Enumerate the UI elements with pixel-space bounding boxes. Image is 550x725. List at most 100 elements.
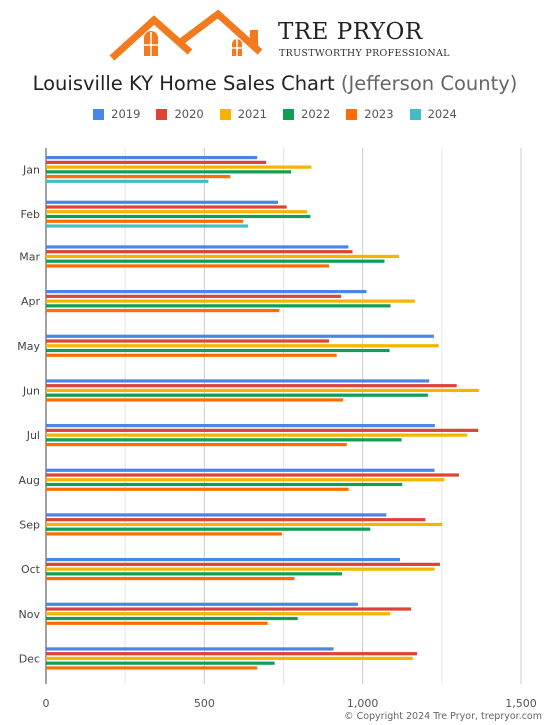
- legend-label: 2022: [301, 107, 331, 121]
- bar-Jan-2021: [46, 165, 312, 169]
- bar-Apr-2022: [46, 304, 391, 308]
- bar-Jun-2019: [46, 379, 430, 383]
- bar-Feb-2021: [46, 210, 308, 214]
- bar-May-2020: [46, 339, 330, 343]
- bar-Aug-2019: [46, 468, 435, 472]
- bar-Dec-2023: [46, 666, 258, 670]
- x-tick-label: 1,000: [347, 697, 379, 710]
- x-tick-label: 0: [43, 697, 50, 710]
- bar-Aug-2023: [46, 487, 349, 491]
- bar-Dec-2022: [46, 661, 275, 665]
- bar-Jun-2022: [46, 393, 428, 397]
- category-label: Apr: [21, 295, 41, 308]
- bar-Nov-2022: [46, 616, 298, 621]
- bar-Oct-2020: [46, 562, 440, 566]
- bar-Nov-2021: [46, 612, 391, 616]
- bar-Feb-2023: [46, 219, 244, 223]
- category-label: Sep: [19, 518, 40, 531]
- bar-May-2019: [46, 334, 434, 338]
- bar-chart: 0 500 1,000 1,500 Jan Feb Mar Apr May Jun Jul Aug Se…: [17, 148, 537, 710]
- legend-label: 2023: [364, 107, 394, 121]
- legend-swatch: [156, 108, 168, 120]
- bar-Jan-2023: [46, 175, 231, 179]
- chart-legend: 2019 2020 2021 2022 2023 2024: [0, 107, 550, 121]
- bar-Apr-2019: [46, 290, 367, 294]
- legend-item-2021: 2021: [219, 107, 267, 121]
- legend-item-2019: 2019: [93, 107, 140, 121]
- bar-Aug-2021: [46, 478, 445, 482]
- legend-label: 2024: [427, 107, 457, 121]
- bar-Feb-2019: [46, 200, 279, 204]
- legend-swatch: [283, 108, 294, 120]
- chart-title-main: Louisville KY Home Sales Chart: [32, 72, 335, 95]
- bar-Feb-2024: [46, 224, 249, 228]
- bar-Mar-2019: [46, 245, 349, 249]
- bar-Oct-2023: [46, 577, 295, 581]
- bar-Sep-2019: [46, 513, 387, 517]
- category-label: Dec: [19, 652, 40, 665]
- category-label: Jun: [22, 384, 40, 397]
- bar-Apr-2023: [46, 309, 280, 313]
- brand-name: TRE PRYOR: [278, 19, 423, 45]
- bar-Jan-2019: [46, 156, 258, 160]
- category-label: Aug: [19, 474, 40, 487]
- bar-Oct-2019: [46, 558, 401, 562]
- legend-item-2024: 2024: [409, 107, 457, 121]
- category-label: Oct: [21, 563, 41, 576]
- header: TRE PRYOR TRUSTWORTHY PROFESSIONAL: [0, 0, 550, 68]
- bar-Sep-2020: [46, 518, 426, 522]
- legend-label: 2019: [111, 107, 141, 121]
- legend-swatch: [346, 108, 358, 120]
- bar-Jun-2021: [46, 388, 479, 393]
- bar-Oct-2022: [46, 572, 343, 576]
- category-label: Nov: [19, 608, 41, 621]
- legend-swatch: [219, 108, 231, 120]
- legend-item-2022: 2022: [283, 107, 330, 121]
- copyright-footer: © Copyright 2024 Tre Pryor, trepryor.com: [344, 711, 542, 722]
- bar-Jul-2020: [46, 428, 479, 432]
- bar-Mar-2021: [46, 254, 400, 259]
- legend-swatch: [409, 108, 421, 120]
- bar-Mar-2023: [46, 264, 330, 268]
- bar-May-2022: [46, 348, 390, 353]
- bar-Jan-2020: [46, 160, 267, 164]
- bar-Sep-2021: [46, 522, 443, 527]
- bar-Mar-2022: [46, 259, 385, 263]
- bar-May-2023: [46, 353, 337, 357]
- bar-Jul-2019: [46, 424, 435, 428]
- bar-Jan-2024: [46, 179, 209, 183]
- category-label: May: [17, 340, 40, 353]
- legend-label: 2021: [237, 107, 267, 121]
- category-label: Jan: [22, 163, 40, 176]
- bar-Dec-2021: [46, 656, 413, 661]
- bar-Jan-2022: [46, 170, 292, 174]
- bar-Apr-2021: [46, 299, 415, 303]
- house-roof-logo-icon: [109, 9, 263, 61]
- bar-Nov-2019: [46, 602, 358, 606]
- bar-Nov-2023: [46, 621, 268, 625]
- brand-tagline: TRUSTWORTHY PROFESSIONAL: [279, 48, 450, 59]
- bar-Sep-2023: [46, 532, 282, 536]
- chart-subtitle: (Jefferson County): [340, 72, 518, 95]
- x-tick-label: 1,500: [505, 697, 537, 710]
- bar-Jul-2023: [46, 443, 347, 447]
- x-tick-label: 500: [194, 697, 215, 710]
- bar-Jun-2020: [46, 384, 457, 388]
- bar-Sep-2022: [46, 527, 371, 531]
- category-label: Feb: [21, 208, 40, 221]
- bar-Feb-2022: [46, 214, 311, 219]
- legend-item-2023: 2023: [346, 107, 394, 121]
- bar-Dec-2019: [46, 647, 334, 651]
- bar-Jun-2023: [46, 398, 344, 402]
- bar-May-2021: [46, 344, 439, 348]
- bar-Oct-2021: [46, 567, 435, 571]
- category-label: Mar: [19, 250, 40, 263]
- bar-Jul-2021: [46, 433, 468, 437]
- bar-Jul-2022: [46, 438, 402, 442]
- category-label: Jul: [26, 429, 40, 442]
- chart-title: Louisville KY Home Sales Chart (Jefferso…: [0, 72, 550, 95]
- bar-Dec-2020: [46, 652, 418, 656]
- bar-Feb-2020: [46, 205, 287, 209]
- bar-Apr-2020: [46, 294, 342, 298]
- bar-Aug-2020: [46, 473, 459, 477]
